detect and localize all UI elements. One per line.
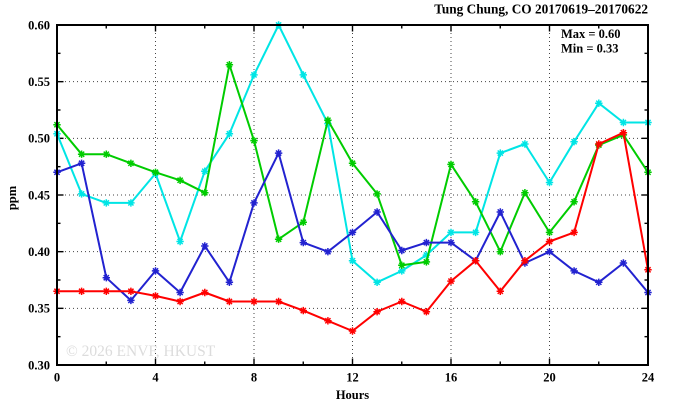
y-tick-label-0.40: 0.40 xyxy=(28,245,50,259)
y-tick-label-0.30: 0.30 xyxy=(28,358,50,372)
x-tick-label-8: 8 xyxy=(251,371,257,385)
y-axis-label: ppm xyxy=(5,185,19,210)
y-tick-label-0.35: 0.35 xyxy=(28,302,50,316)
x-tick-label-20: 20 xyxy=(543,371,556,385)
y-tick-label-0.50: 0.50 xyxy=(28,132,50,146)
series-day-blue-markers xyxy=(53,149,652,305)
watermark: © 2026 ENVF, HKUST xyxy=(66,343,216,360)
series-day-blue-line xyxy=(56,152,649,302)
chart-title: Tung Chung, CO 20170619–20170622 xyxy=(434,2,648,17)
plot-border xyxy=(56,24,649,366)
tick-labels: 0 4 8 12 16 20 24 0.30 0.35 0.40 0.45 0.50 0.55 0.60 xyxy=(28,18,655,384)
x-tick-label-0: 0 xyxy=(54,371,60,385)
y-tick-label-0.55: 0.55 xyxy=(28,75,50,89)
min-annotation: Min = 0.33 xyxy=(561,42,618,56)
gridlines xyxy=(57,25,648,365)
x-tick-label-4: 4 xyxy=(152,371,159,385)
x-tick-label-12: 12 xyxy=(346,371,359,385)
y-tick-label-0.60: 0.60 xyxy=(28,18,50,32)
y-tick-label-0.45: 0.45 xyxy=(28,188,50,202)
x-tick-label-16: 16 xyxy=(445,371,458,385)
x-tick-label-24: 24 xyxy=(642,371,655,385)
x-axis-label: Hours xyxy=(336,388,369,402)
max-annotation: Max = 0.60 xyxy=(561,27,621,41)
data-series xyxy=(53,21,652,335)
